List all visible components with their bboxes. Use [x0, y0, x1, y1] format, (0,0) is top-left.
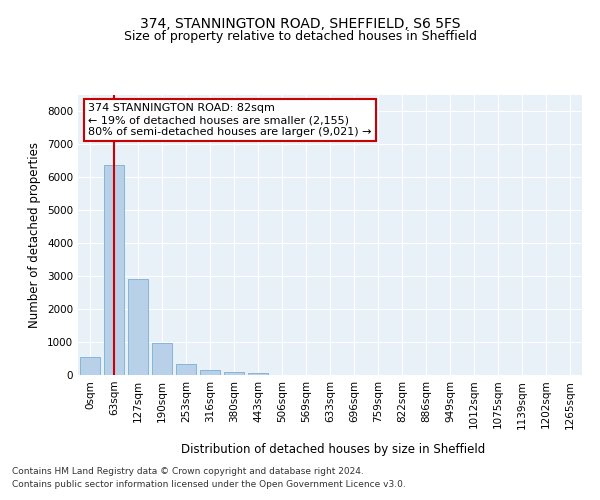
Bar — [152, 343, 172, 375]
Text: Contains public sector information licensed under the Open Government Licence v3: Contains public sector information licen… — [12, 480, 406, 489]
Text: Contains HM Land Registry data © Crown copyright and database right 2024.: Contains HM Land Registry data © Crown c… — [12, 467, 364, 476]
Bar — [200, 370, 220, 375]
Text: Distribution of detached houses by size in Sheffield: Distribution of detached houses by size … — [181, 442, 485, 456]
Bar — [248, 373, 268, 375]
Bar — [176, 364, 196, 375]
Text: Size of property relative to detached houses in Sheffield: Size of property relative to detached ho… — [124, 30, 476, 43]
Y-axis label: Number of detached properties: Number of detached properties — [28, 142, 41, 328]
Bar — [128, 279, 148, 375]
Bar — [80, 356, 100, 375]
Bar — [104, 165, 124, 375]
Text: 374, STANNINGTON ROAD, SHEFFIELD, S6 5FS: 374, STANNINGTON ROAD, SHEFFIELD, S6 5FS — [140, 18, 460, 32]
Bar — [224, 372, 244, 375]
Text: 374 STANNINGTON ROAD: 82sqm
← 19% of detached houses are smaller (2,155)
80% of : 374 STANNINGTON ROAD: 82sqm ← 19% of det… — [88, 104, 371, 136]
